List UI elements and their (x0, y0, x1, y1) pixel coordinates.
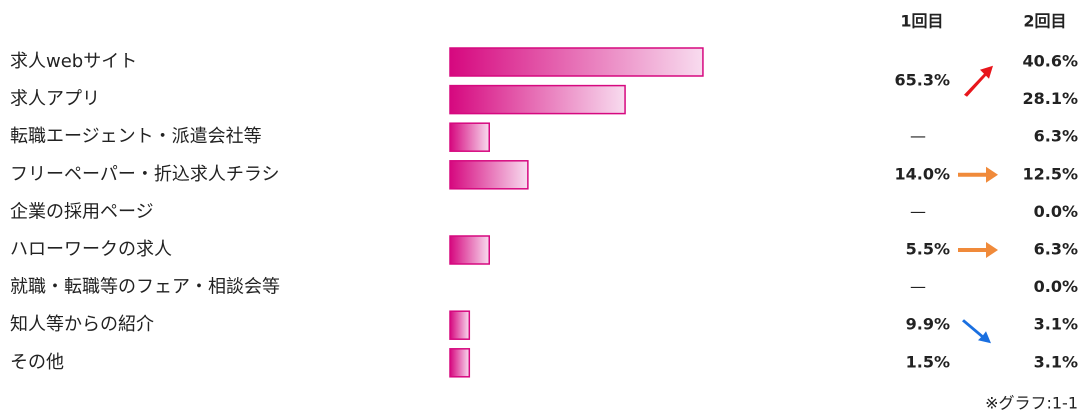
category-label: 知人等からの紹介 (10, 314, 154, 335)
value-label-round-2: 0.0% (1034, 277, 1078, 296)
category-label: 企業の採用ページ (10, 201, 154, 222)
value-label-round-1: 1.5% (906, 352, 950, 371)
bar (449, 160, 529, 190)
value-label-round-2: 12.5% (1022, 164, 1078, 183)
category-label: 求人webサイト (10, 51, 137, 72)
trend-arrow (958, 242, 998, 258)
bar (449, 122, 490, 152)
value-label-round-2: 3.1% (1034, 315, 1078, 334)
category-label: 求人アプリ (10, 89, 100, 110)
category-label: 就職・転職等のフェア・相談会等 (10, 277, 280, 298)
value-label-round-2: 40.6% (1022, 52, 1078, 71)
bar (449, 310, 471, 340)
note: ※グラフ:1-1 (985, 394, 1078, 413)
bar (449, 348, 471, 378)
value-label-round-2: 6.3% (1034, 127, 1078, 146)
header-round-1: 1回目 (900, 12, 943, 31)
bar (449, 84, 626, 115)
value-label-round-1: 9.9% (906, 315, 950, 334)
value-label-round-1: — (910, 277, 926, 296)
value-label-round-1: 5.5% (906, 240, 950, 259)
value-label-round-2: 6.3% (1034, 240, 1078, 259)
value-label-round-1: 65.3% (894, 70, 950, 89)
header-round-2: 2回目 (1023, 12, 1066, 31)
category-label: フリーペーパー・折込求人チラシ (10, 164, 279, 185)
value-label-round-1: — (910, 127, 926, 146)
value-label-round-2: 28.1% (1022, 89, 1078, 108)
category-label: 転職エージェント・派遣会社等 (10, 126, 262, 147)
bar (449, 235, 490, 265)
trend-arrow (958, 166, 998, 183)
value-label-round-1: — (910, 202, 926, 221)
trend-arrow (962, 319, 991, 344)
category-label: その他 (10, 352, 64, 373)
bar (449, 47, 704, 77)
value-label-round-1: 14.0% (894, 164, 950, 183)
category-label: ハローワークの求人 (10, 239, 172, 260)
value-label-round-2: 3.1% (1034, 352, 1078, 371)
value-label-round-2: 0.0% (1034, 202, 1078, 221)
trend-arrow (964, 65, 993, 97)
